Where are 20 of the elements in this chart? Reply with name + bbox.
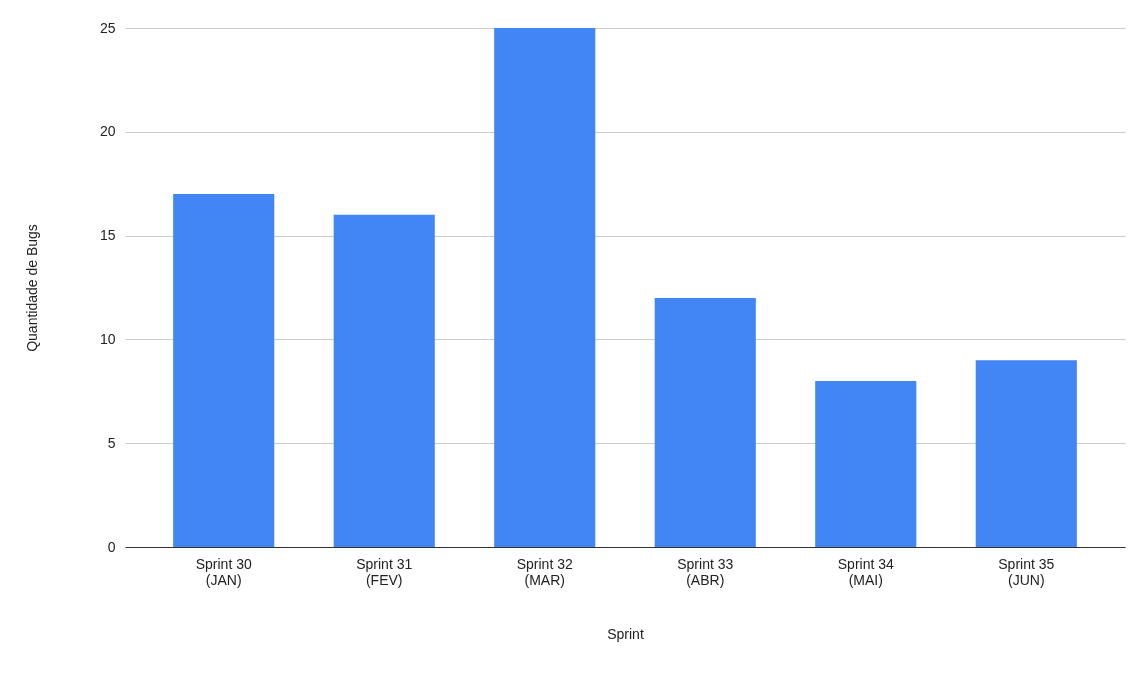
y-tick-label: 25 (99, 19, 116, 36)
y-tick-label: 10 (99, 330, 116, 347)
y-tick-label: 0 (107, 538, 116, 555)
bar (654, 297, 756, 547)
x-tick-label: Sprint 30 (JAN) (195, 555, 252, 588)
bar (494, 28, 596, 547)
x-tick-label: Sprint 32 (MAR) (516, 555, 573, 588)
x-tick-label: Sprint 31 (FEV) (356, 555, 413, 588)
x-axis-title: Sprint (607, 625, 644, 642)
bar (815, 380, 917, 547)
bar (333, 214, 435, 547)
bar (975, 360, 1077, 547)
x-tick-label: Sprint 34 (MAI) (837, 555, 894, 588)
y-tick-label: 5 (107, 434, 116, 451)
y-tick-label: 15 (99, 227, 116, 244)
x-tick-label: Sprint 35 (JUN) (998, 555, 1055, 588)
y-tick-label: 20 (99, 123, 116, 140)
bar (173, 194, 275, 547)
x-tick-label: Sprint 33 (ABR) (677, 555, 734, 588)
y-axis-title: Quantidade de Bugs (23, 224, 40, 352)
